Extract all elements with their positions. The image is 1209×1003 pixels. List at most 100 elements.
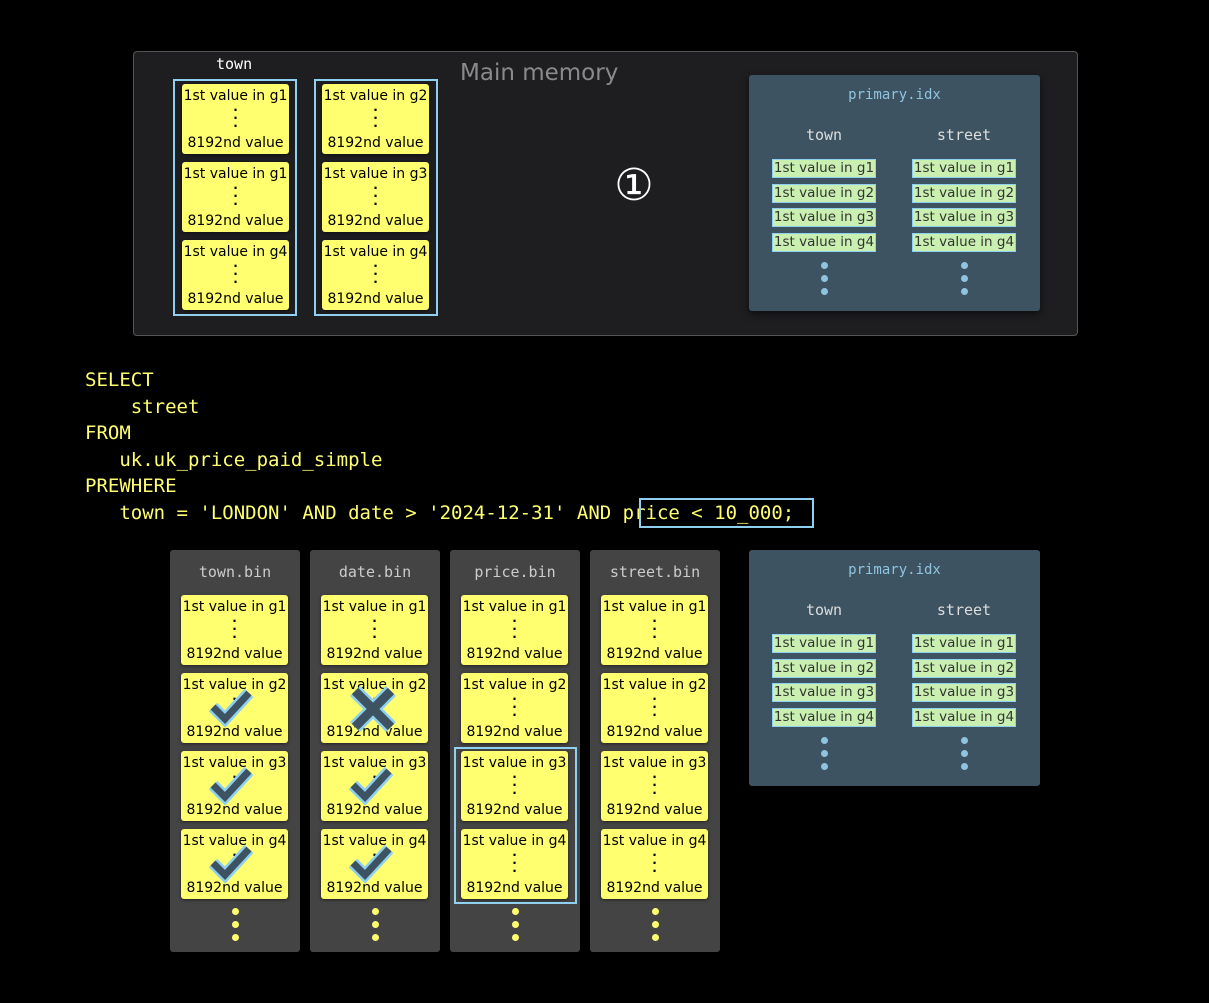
idx-mark-entry: 1st value in g3 [772, 208, 876, 227]
granule-card: 1st value in g4 · · · 8192nd value [182, 240, 289, 310]
more-dot [372, 921, 379, 928]
more-dot [961, 262, 968, 269]
granule-card: 1st value in g1 · · · 8192nd value [461, 595, 568, 665]
granule-card: 1st value in g4 · · · 8192nd value [461, 829, 568, 899]
granule-last-value: 8192nd value [606, 880, 703, 896]
idx-mark-entry: 1st value in g4 [912, 707, 1016, 727]
granule-first-value: 1st value in g3 [462, 755, 567, 771]
granule-last-value: 8192nd value [187, 291, 284, 307]
granule-last-value: 8192nd value [186, 646, 283, 662]
granule-card: 1st value in g3 · · · 8192nd value [321, 751, 428, 821]
granule-last-value: 8192nd value [327, 213, 424, 229]
granule-card: 1st value in g1 · · · 8192nd value [182, 162, 289, 232]
primary-idx-bottom: primary.idx town 1st value in g1 1st value … [749, 550, 1040, 786]
granule-last-value: 8192nd value [466, 880, 563, 896]
bin-file-name: price.bin [474, 563, 556, 581]
granule-card: 1st value in g2 · · · 8192nd value [461, 673, 568, 743]
idx-column-header: town [805, 601, 843, 619]
more-dot [232, 921, 239, 928]
granule-first-value: 1st value in g1 [183, 88, 288, 104]
vertical-ellipsis: · · · [373, 103, 378, 133]
bin-file-name: date.bin [338, 563, 412, 581]
idx-mark-entry: 1st value in g1 [912, 634, 1016, 653]
more-dot [821, 750, 828, 757]
more-dot [961, 288, 968, 295]
memory-column-1 [173, 79, 297, 316]
granule-first-value: 1st value in g4 [322, 833, 427, 849]
granule-last-value: 8192nd value [606, 724, 703, 740]
more-dot [512, 908, 519, 915]
vertical-ellipsis: · · · [512, 770, 517, 800]
granule-card: 1st value in g2 · · · 8192nd value [321, 673, 428, 743]
vertical-ellipsis: · · · [373, 181, 378, 211]
town-column-label: town [216, 55, 253, 73]
vertical-ellipsis: · · · [652, 692, 657, 722]
idx-mark-entry: 1st value in g2 [772, 658, 876, 678]
granule-last-value: 8192nd value [466, 802, 563, 818]
vertical-ellipsis: · · · [652, 848, 657, 878]
sql-line: uk.uk_price_paid_simple [85, 448, 383, 471]
sql-line: FROM [85, 422, 131, 444]
granule-first-value: 1st value in g1 [462, 599, 567, 615]
vertical-ellipsis: · · · [373, 259, 378, 289]
vertical-ellipsis: · · · [233, 259, 238, 289]
more-dot [821, 262, 828, 269]
granule-last-value: 8192nd value [606, 802, 703, 818]
idx-mark-entry: 1st value in g4 [912, 232, 1016, 252]
selected-granules-highlight [454, 747, 577, 904]
vertical-ellipsis: · · · [372, 848, 377, 878]
granule-last-value: 8192nd value [326, 802, 423, 818]
more-dot [232, 908, 239, 915]
vertical-ellipsis: · · · [232, 848, 237, 878]
granule-card: 1st value in g4 · · · 8192nd value [601, 829, 708, 899]
idx-column-header: town [805, 126, 843, 144]
granule-card: 1st value in g2 · · · 8192nd value [181, 673, 288, 743]
granule-last-value: 8192nd value [326, 724, 423, 740]
primary-idx-title: primary.idx [848, 87, 941, 103]
idx-mark-entry: 1st value in g4 [772, 707, 876, 727]
granule-card: 1st value in g1 · · · 8192nd value [182, 84, 289, 154]
bin-file-name: town.bin [198, 563, 272, 581]
primary-idx-top: primary.idx town 1st value in g1 1st value … [749, 75, 1040, 311]
granule-last-value: 8192nd value [187, 213, 284, 229]
primary-idx-title: primary.idx [848, 562, 941, 578]
vertical-ellipsis: · · · [652, 770, 657, 800]
more-dot [821, 763, 828, 770]
granule-last-value: 8192nd value [186, 802, 283, 818]
granule-last-value: 8192nd value [186, 724, 283, 740]
vertical-ellipsis: · · · [512, 692, 517, 722]
idx-column-header: street [936, 601, 992, 619]
more-dot [652, 921, 659, 928]
vertical-ellipsis: · · · [512, 614, 517, 644]
vertical-ellipsis: · · · [232, 614, 237, 644]
granule-card: 1st value in g4 · · · 8192nd value [181, 829, 288, 899]
idx-mark-entry: 1st value in g4 [772, 232, 876, 252]
idx-mark-entry: 1st value in g3 [912, 683, 1016, 702]
sql-line: SELECT [85, 369, 154, 391]
granule-first-value: 1st value in g4 [182, 833, 287, 849]
granule-card: 1st value in g1 · · · 8192nd value [181, 595, 288, 665]
granule-first-value: 1st value in g1 [182, 599, 287, 615]
vertical-ellipsis: · · · [652, 614, 657, 644]
more-dot [512, 934, 519, 941]
granule-first-value: 1st value in g4 [602, 833, 707, 849]
granule-first-value: 1st value in g2 [182, 677, 287, 693]
sql-query: SELECT street FROM uk.uk_price_paid_simpl… [85, 367, 794, 526]
granule-card: 1st value in g4 · · · 8192nd value [322, 240, 429, 310]
idx-column-header: street [936, 126, 992, 144]
more-dot [961, 750, 968, 757]
vertical-ellipsis: · · · [372, 770, 377, 800]
more-dot [372, 934, 379, 941]
granule-card: 1st value in g4 · · · 8192nd value [321, 829, 428, 899]
granule-card: 1st value in g2 · · · 8192nd value [322, 84, 429, 154]
idx-mark-entry: 1st value in g3 [772, 683, 876, 702]
bin-file-name: street.bin [609, 563, 701, 581]
granule-last-value: 8192nd value [327, 291, 424, 307]
granule-first-value: 1st value in g2 [322, 677, 427, 693]
idx-mark-entry: 1st value in g1 [912, 159, 1016, 178]
more-dot [512, 921, 519, 928]
granule-last-value: 8192nd value [466, 724, 563, 740]
granule-first-value: 1st value in g3 [602, 755, 707, 771]
granule-first-value: 1st value in g4 [323, 244, 428, 260]
more-dot [232, 934, 239, 941]
